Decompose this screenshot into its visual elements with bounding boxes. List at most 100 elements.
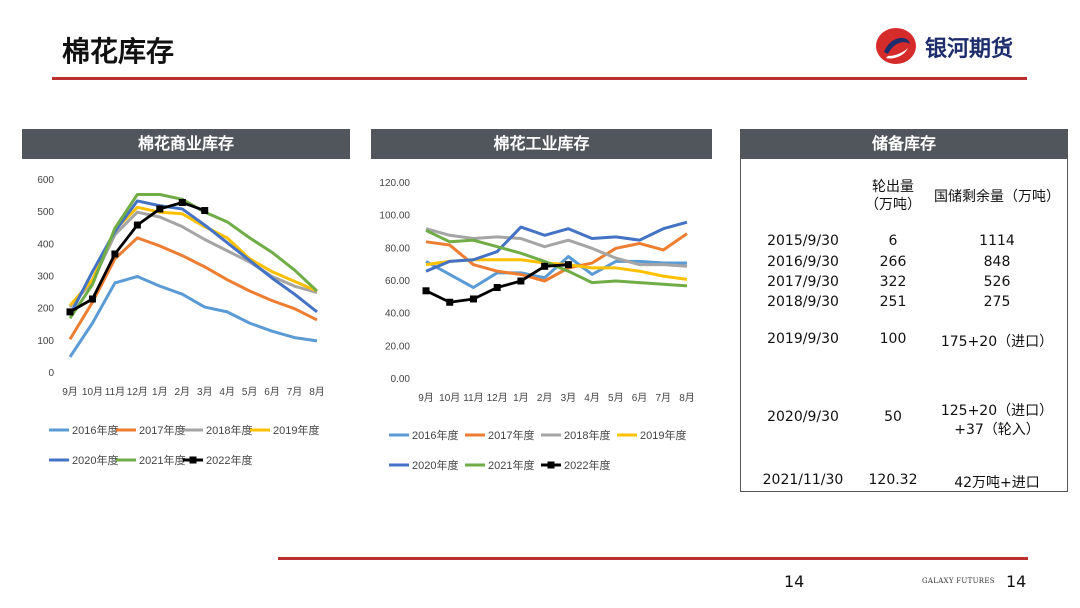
y-tick-label: 400 xyxy=(37,239,54,250)
legend-label: 2017年度 xyxy=(139,423,185,437)
series-marker xyxy=(517,277,525,285)
legend-label: 2021年度 xyxy=(139,453,185,467)
series-marker xyxy=(564,261,572,269)
series-line-2016年度 xyxy=(68,275,318,358)
row-out: 120.32 xyxy=(868,472,918,488)
header-remain: 国储剩余量（万吨） xyxy=(934,189,1060,205)
legend-label: 2016年度 xyxy=(412,428,458,442)
x-tick-label: 1月 xyxy=(513,392,529,404)
header-out-line1: 轮出量 xyxy=(872,179,914,195)
legend-marker xyxy=(189,456,197,464)
footer-page-number: 14 xyxy=(1006,572,1027,591)
x-tick-label: 7月 xyxy=(287,386,303,398)
row-remain: 1114 xyxy=(979,233,1015,249)
series-marker xyxy=(178,199,186,207)
row-out: 251 xyxy=(879,294,907,310)
legend-label: 2017年度 xyxy=(488,428,534,442)
x-tick-label: 5月 xyxy=(608,392,624,404)
row-remain: 125+20（进口） xyxy=(940,403,1054,419)
legend-label: 2019年度 xyxy=(640,428,686,442)
x-tick-label: 2月 xyxy=(537,392,553,404)
legend-label: 2018年度 xyxy=(564,428,610,442)
series-line-2017年度 xyxy=(68,236,318,341)
row-date: 2020/9/30 xyxy=(767,409,839,425)
x-tick-label: 11月 xyxy=(463,392,483,404)
row-date: 2021/11/30 xyxy=(762,472,844,488)
x-tick-label: 3月 xyxy=(561,392,577,404)
row-remain: 175+20（进口） xyxy=(940,334,1054,350)
y-tick-label: 0.00 xyxy=(391,374,411,385)
legend-label: 2016年度 xyxy=(72,423,118,437)
series-line-2018年度 xyxy=(68,210,318,309)
row-remain: 275 xyxy=(983,294,1011,310)
series-marker xyxy=(201,207,209,215)
y-tick-label: 600 xyxy=(37,175,54,186)
logo-text: 银河期货 xyxy=(925,37,1014,62)
page-number: 14 xyxy=(784,572,805,591)
y-tick-label: 40.00 xyxy=(385,309,410,320)
row-date: 2018/9/30 xyxy=(767,294,839,310)
page-title: 棉花库存 xyxy=(62,35,175,68)
legend-label: 2022年度 xyxy=(206,453,252,467)
header-divider xyxy=(52,77,1027,80)
series-line-2018年度 xyxy=(425,227,688,268)
series-line-2019年度 xyxy=(68,205,318,307)
legend-marker xyxy=(547,461,555,469)
x-tick-label: 4月 xyxy=(219,386,235,398)
row-remain: 526 xyxy=(983,274,1011,290)
x-tick-label: 6月 xyxy=(632,392,648,404)
row-out: 6 xyxy=(888,233,898,249)
legend-label: 2019年度 xyxy=(273,423,319,437)
row-remain: 848 xyxy=(983,254,1011,270)
x-tick-label: 12月 xyxy=(487,392,508,404)
header-out-line2: （万吨） xyxy=(865,197,921,213)
x-tick-label: 5月 xyxy=(242,386,258,398)
x-tick-label: 6月 xyxy=(264,386,280,398)
y-tick-label: 0 xyxy=(48,368,54,379)
commercial-stock-header: 棉花商业库存 xyxy=(22,129,350,159)
x-tick-label: 11月 xyxy=(105,386,125,398)
x-tick-label: 3月 xyxy=(197,386,213,398)
series-marker xyxy=(111,250,119,258)
y-tick-label: 300 xyxy=(37,272,54,283)
x-tick-label: 9月 xyxy=(62,386,78,398)
series-marker xyxy=(422,287,430,295)
series-marker xyxy=(469,295,477,303)
footer-brand: GALAXY FUTURES xyxy=(922,577,995,585)
row-remain: 42万吨+进口 xyxy=(954,475,1040,491)
y-tick-label: 100.00 xyxy=(379,211,410,222)
x-tick-label: 10月 xyxy=(439,392,460,404)
x-tick-label: 7月 xyxy=(655,392,671,404)
series-marker xyxy=(66,308,74,316)
legend-label: 2021年度 xyxy=(488,458,534,472)
reserve-table: 轮出量 （万吨） 国储剩余量（万吨） 2015/9/30 6 1114 2016… xyxy=(740,158,1068,492)
y-tick-label: 120.00 xyxy=(379,178,410,189)
commercial-stock-chart: 0 100 200 300 400 500 600 9月 10月 11月 12月 1月 2月 3月 4月 5月… xyxy=(37,175,324,467)
industrial-stock-chart: 0.00 20.00 40.00 60.00 80.00 100.00 120.00 9月 10… xyxy=(379,178,694,472)
header-out: 轮出量 （万吨） xyxy=(865,178,921,214)
x-tick-label: 1月 xyxy=(152,386,168,398)
legend-label: 2018年度 xyxy=(206,423,252,437)
y-tick-label: 60.00 xyxy=(385,276,410,287)
footer-divider xyxy=(278,557,1028,560)
series-marker xyxy=(88,295,96,303)
row-out: 322 xyxy=(879,274,907,290)
row-out: 266 xyxy=(879,254,907,270)
x-tick-label: 2月 xyxy=(174,386,190,398)
y-tick-label: 80.00 xyxy=(385,243,410,254)
row-date: 2017/9/30 xyxy=(767,274,839,290)
row-out: 50 xyxy=(884,409,902,425)
row-out: 100 xyxy=(879,331,907,347)
series-marker xyxy=(156,205,164,213)
row-date: 2015/9/30 xyxy=(767,233,839,249)
series-marker xyxy=(446,298,454,306)
series-marker xyxy=(133,221,141,229)
row-remain-extra: +37（轮入） xyxy=(954,422,1040,438)
series-marker xyxy=(541,262,549,270)
x-tick-label: 12月 xyxy=(127,386,148,398)
series-marker xyxy=(493,284,501,292)
y-tick-label: 200 xyxy=(37,304,54,315)
legend-label: 2020年度 xyxy=(412,458,458,472)
y-tick-label: 100 xyxy=(37,336,54,347)
reserve-stock-header: 储备库存 xyxy=(740,129,1068,159)
